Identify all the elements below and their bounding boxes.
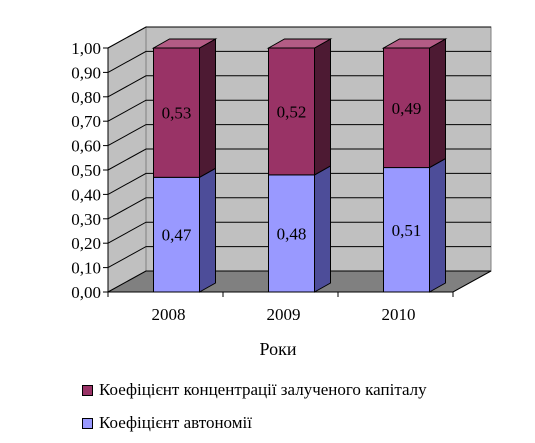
data-label: 0,51	[392, 221, 422, 240]
x-axis-tick-labels: 2008 2009 2010	[107, 292, 454, 324]
gridline	[107, 197, 491, 220]
y-tick-label: 0,80	[71, 88, 101, 107]
data-label: 0,53	[162, 104, 192, 123]
gridline	[107, 75, 491, 98]
gridline	[107, 50, 491, 73]
y-axis-tick-labels: 0,00 0,10 0,20 0,30 0,40 0,50 0,60 0,70 0,80 0,90…	[71, 39, 101, 302]
gridline	[107, 246, 491, 269]
legend-swatch-borrowed-capital	[82, 384, 93, 396]
bars: 0,47 0,53 0,48 0,52 0,51 0,49	[151, 38, 448, 293]
x-tick-label: 2009	[267, 305, 301, 324]
y-tick-label: 0,40	[71, 185, 101, 204]
y-tick-label: 0,70	[71, 112, 101, 131]
gridline	[107, 26, 491, 49]
bar-top	[266, 38, 333, 49]
y-tick-label: 1,00	[71, 39, 101, 58]
bar-side	[314, 38, 331, 176]
y-tick-label: 0,20	[71, 234, 101, 253]
gridline	[107, 148, 491, 171]
bar-top	[381, 38, 448, 49]
gridlines	[103, 26, 491, 293]
legend-label-borrowed-capital: Коефіцієнт концентрації залученого капіт…	[99, 380, 427, 399]
gridline	[107, 172, 491, 195]
data-label: 0,47	[162, 226, 192, 245]
bar-front	[383, 47, 430, 169]
bar-side	[199, 167, 216, 293]
legend-item-autonomy: Коефіцієнт автономії	[82, 413, 252, 433]
data-label: 0,49	[392, 99, 422, 118]
x-axis-label: Роки	[260, 339, 297, 359]
y-tick-label: 0,30	[71, 210, 101, 229]
bar-side	[429, 38, 446, 169]
legend-label-autonomy: Коефіцієнт автономії	[99, 413, 252, 432]
bar-side	[429, 157, 446, 293]
x-tick-label: 2008	[152, 305, 186, 324]
x-tick-label: 2010	[382, 305, 416, 324]
y-tick-label: 0,10	[71, 259, 101, 278]
gridline	[107, 221, 491, 244]
bar-side	[199, 38, 216, 179]
bar-side	[314, 165, 331, 293]
data-label: 0,48	[277, 224, 307, 243]
legend-item-borrowed-capital: Коефіцієнт концентрації залученого капіт…	[82, 380, 427, 400]
legend-swatch-autonomy	[82, 417, 93, 429]
data-label: 0,52	[277, 102, 307, 121]
bar-front	[268, 47, 315, 176]
y-tick-label: 0,50	[71, 161, 101, 180]
y-tick-label: 0,60	[71, 137, 101, 156]
y-tick-label: 0,90	[71, 63, 101, 82]
gridline	[107, 124, 491, 147]
y-tick-label: 0,00	[71, 283, 101, 302]
gridline	[107, 99, 491, 122]
bar-top	[151, 38, 218, 49]
